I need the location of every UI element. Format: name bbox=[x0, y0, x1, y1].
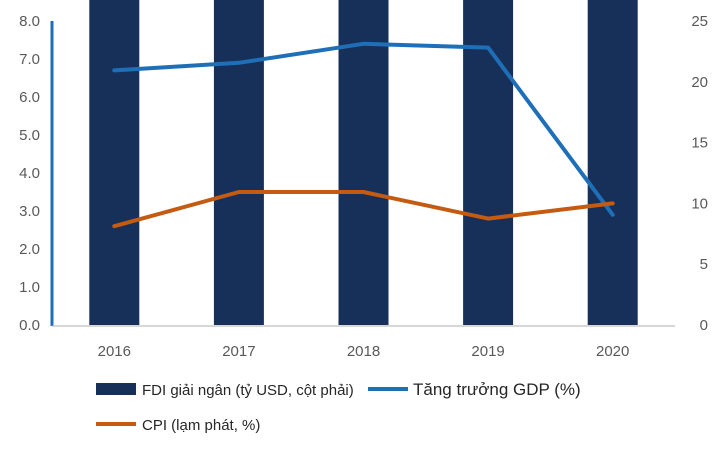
y-right-tick-label: 20 bbox=[691, 74, 708, 91]
y-right-tick-label: 25 bbox=[691, 13, 708, 30]
point-cpi-2016 bbox=[113, 225, 115, 227]
axes bbox=[50, 21, 675, 327]
legend-swatch-fdi bbox=[96, 383, 136, 395]
point-cpi-2020 bbox=[612, 202, 614, 204]
legend-label-fdi: FDI giải ngân (tỷ USD, cột phải) bbox=[142, 382, 354, 399]
legend-label-gdp: Tăng trưởng GDP (%) bbox=[413, 380, 581, 399]
point-gdp-2018 bbox=[363, 43, 364, 45]
y-left-tick-label: 6.0 bbox=[19, 89, 40, 106]
legend-label-cpi: CPI (lạm phát, %) bbox=[142, 417, 260, 434]
bar-series bbox=[89, 0, 638, 326]
y-left-tick-label: 8.0 bbox=[19, 13, 40, 30]
y-right-tick-label: 15 bbox=[691, 135, 708, 152]
y-left-tick-label: 1.0 bbox=[19, 279, 40, 296]
y-right-tick-label: 10 bbox=[691, 195, 708, 212]
y-left-tick-label: 4.0 bbox=[19, 165, 40, 182]
legend: FDI giải ngân (tỷ USD, cột phải) Tăng trư… bbox=[96, 380, 581, 434]
point-gdp-2016 bbox=[113, 69, 115, 71]
tick-labels: 0.0 1.0 2.0 3.0 4.0 5.0 6.0 7.0 8.0 0 5 10 15 20 25 201… bbox=[19, 13, 708, 360]
point-cpi-2018 bbox=[363, 191, 364, 193]
x-tick-label: 2018 bbox=[347, 343, 380, 360]
x-tick-label: 2019 bbox=[471, 343, 504, 360]
bar-2019 bbox=[463, 0, 514, 325]
bar-2016 bbox=[89, 0, 140, 326]
point-cpi-2017 bbox=[238, 191, 240, 193]
x-tick-label: 2020 bbox=[596, 343, 629, 360]
point-gdp-2017 bbox=[238, 62, 240, 64]
x-tick-label: 2016 bbox=[98, 343, 131, 360]
bar-2018 bbox=[338, 0, 389, 325]
y-left-tick-label: 7.0 bbox=[19, 51, 40, 68]
bar-2020 bbox=[587, 0, 638, 325]
x-tick-label: 2017 bbox=[222, 343, 255, 360]
point-gdp-2020 bbox=[612, 214, 614, 216]
line-series bbox=[112, 41, 615, 229]
y-left-tick-label: 3.0 bbox=[19, 203, 40, 220]
y-left-tick-label: 5.0 bbox=[19, 127, 40, 144]
point-cpi-2019 bbox=[487, 218, 489, 220]
y-left-tick-label: 2.0 bbox=[19, 241, 40, 258]
y-left-tick-label: 0.0 bbox=[19, 317, 40, 334]
bar-2017 bbox=[213, 0, 264, 325]
point-gdp-2019 bbox=[487, 47, 489, 49]
y-right-tick-label: 0 bbox=[700, 317, 708, 334]
y-right-tick-label: 5 bbox=[700, 256, 708, 273]
